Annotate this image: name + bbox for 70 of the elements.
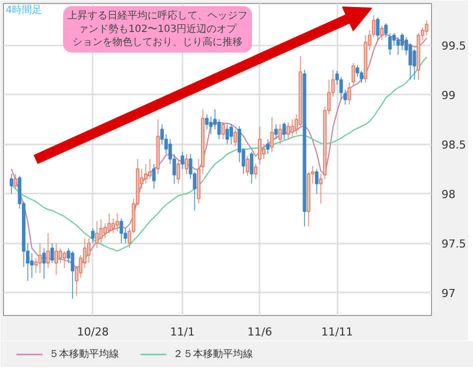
candlestick (116, 212, 120, 232)
candlestick (99, 218, 103, 244)
candlestick (282, 122, 286, 140)
candlestick (388, 32, 392, 56)
candlestick (50, 242, 54, 264)
candlestick (258, 126, 262, 164)
candlestick (352, 62, 356, 86)
candlestick (314, 168, 318, 194)
candlestick (424, 20, 428, 36)
candlestick (254, 163, 258, 180)
candlestick (91, 228, 95, 244)
candlestick (384, 22, 388, 38)
y-tick-label: 99 (442, 89, 456, 102)
y-tick-label: 97.5 (442, 238, 466, 251)
candlestick (348, 82, 352, 106)
candlestick (286, 122, 290, 140)
candlestick (205, 114, 209, 130)
x-tick-label: 11/11 (321, 326, 353, 338)
candlestick (42, 248, 46, 280)
x-tick-label: 11/6 (247, 326, 272, 338)
legend-label: ５本移動平均線 (48, 348, 119, 360)
candlestick (180, 152, 184, 170)
y-tick-label: 99.5 (442, 40, 466, 53)
candlestick (10, 173, 14, 194)
annotation: 4時間足 (6, 4, 42, 16)
candlestick (217, 118, 221, 140)
candlestick (70, 250, 74, 300)
candlestick (120, 218, 124, 244)
candlestick (14, 173, 18, 190)
candlestick (87, 238, 91, 264)
candlestick (270, 116, 274, 153)
candlestick (176, 158, 180, 184)
candlestick (246, 156, 250, 176)
candlestick (221, 122, 225, 140)
line-series (10, 56, 428, 252)
candlestick (58, 248, 62, 264)
candlestick (250, 152, 254, 184)
candlestick (238, 126, 242, 162)
candlestick (107, 212, 111, 234)
candlestick (54, 242, 58, 276)
candlestick (152, 163, 156, 190)
candlestick (339, 76, 343, 100)
candlestick (396, 36, 400, 56)
candlestick (144, 163, 148, 184)
candlestick (62, 250, 66, 268)
candlestick (229, 124, 234, 145)
candlestick (274, 124, 278, 140)
x-tick-label: 11/1 (170, 326, 195, 338)
candlestick (46, 232, 50, 268)
candlestick (290, 118, 294, 137)
candlestick (400, 32, 404, 51)
candlestick (225, 124, 229, 145)
candlestick (34, 258, 38, 274)
y-tick-label: 98.5 (442, 138, 466, 152)
y-tick-label: 98 (442, 188, 456, 202)
x-tick-label: 10/28 (77, 326, 109, 338)
candlestick (95, 220, 99, 249)
candlestick (266, 138, 270, 155)
candlestick (356, 64, 360, 78)
candlestick (380, 24, 384, 41)
candlestick (376, 16, 380, 41)
annotation: 上昇する日経平均に呼応して、ヘッジファンド勢も102〜103円近辺のオプションを物色しており、じり高に推移 (68, 10, 248, 48)
candlestick (278, 124, 282, 145)
y-tick-label: 97 (442, 287, 456, 300)
candlestick (234, 128, 238, 147)
legend-label: ２５本移動平均線 (172, 348, 253, 360)
candlestick (209, 116, 213, 135)
candlestick (184, 154, 188, 174)
candlestick (38, 242, 42, 274)
candlestick (111, 218, 115, 234)
